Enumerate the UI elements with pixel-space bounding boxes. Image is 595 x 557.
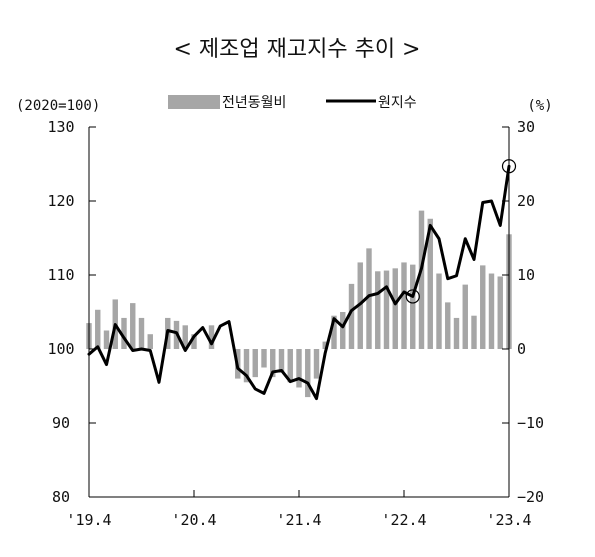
bar — [296, 349, 302, 388]
bar — [121, 317, 127, 349]
bar — [366, 248, 372, 349]
left-tick-label: 130 — [47, 118, 74, 136]
bar — [453, 317, 460, 349]
left-tick-label: 120 — [47, 192, 74, 210]
legend-bar-label: 전년동월비 — [222, 95, 286, 111]
bar — [270, 349, 276, 378]
x-tick-label: '22.4 — [381, 511, 426, 529]
bar — [497, 276, 503, 349]
bar — [375, 271, 381, 349]
bar — [480, 265, 486, 349]
legend-line-label: 원지수 — [378, 95, 417, 111]
bar — [348, 283, 355, 349]
line-path — [87, 164, 511, 401]
right-tick-label: 0 — [517, 340, 526, 358]
bar — [313, 349, 320, 379]
bar — [471, 315, 477, 349]
x-tick-label: '20.4 — [171, 511, 216, 529]
bar — [261, 349, 267, 368]
left-tick-label: 100 — [47, 340, 74, 358]
bar — [252, 349, 258, 378]
x-tick-label: '23.4 — [486, 511, 531, 529]
right-tick-label: −20 — [517, 488, 544, 506]
right-tick-label: 30 — [517, 118, 535, 136]
bar — [130, 303, 136, 349]
legend: 전년동월비 원지수 — [168, 95, 417, 111]
bar — [95, 309, 101, 349]
bar — [410, 264, 416, 349]
highlight-marker — [405, 289, 420, 304]
right-tick-label: −10 — [517, 414, 544, 432]
bar — [138, 317, 145, 349]
bar — [278, 349, 285, 373]
line-series — [87, 159, 517, 401]
left-axis-unit: (2020=100) — [16, 98, 100, 114]
bar — [340, 312, 346, 349]
bar — [488, 273, 495, 349]
x-tick-label: '19.4 — [66, 511, 111, 529]
bar — [418, 210, 425, 349]
bar — [191, 334, 197, 349]
bar — [392, 268, 398, 349]
bar — [147, 334, 153, 349]
bar — [383, 270, 390, 349]
right-tick-label: 10 — [517, 266, 535, 284]
bar — [331, 315, 337, 349]
chart-title: < 제조업 재고지수 추이 > — [173, 37, 420, 62]
left-tick-label: 90 — [52, 414, 70, 432]
bar — [427, 218, 433, 349]
x-tick-label: '21.4 — [276, 511, 321, 529]
bar — [436, 273, 442, 349]
bar — [445, 302, 451, 349]
bar — [208, 325, 215, 349]
right-tick-label: 20 — [517, 192, 535, 210]
bar-series — [86, 210, 512, 398]
bar — [322, 341, 328, 349]
highlight-marker — [501, 159, 517, 174]
right-axis-unit: (%) — [527, 98, 552, 114]
bar — [182, 325, 188, 349]
bar — [243, 349, 250, 383]
bar — [462, 284, 468, 349]
axes — [88, 126, 510, 498]
legend-bar-swatch — [168, 95, 220, 109]
bar — [287, 349, 293, 383]
left-tick-label: 110 — [47, 266, 74, 284]
bar — [305, 349, 311, 398]
bar — [401, 262, 407, 349]
bar — [103, 330, 110, 349]
left-tick-label: 80 — [52, 488, 70, 506]
